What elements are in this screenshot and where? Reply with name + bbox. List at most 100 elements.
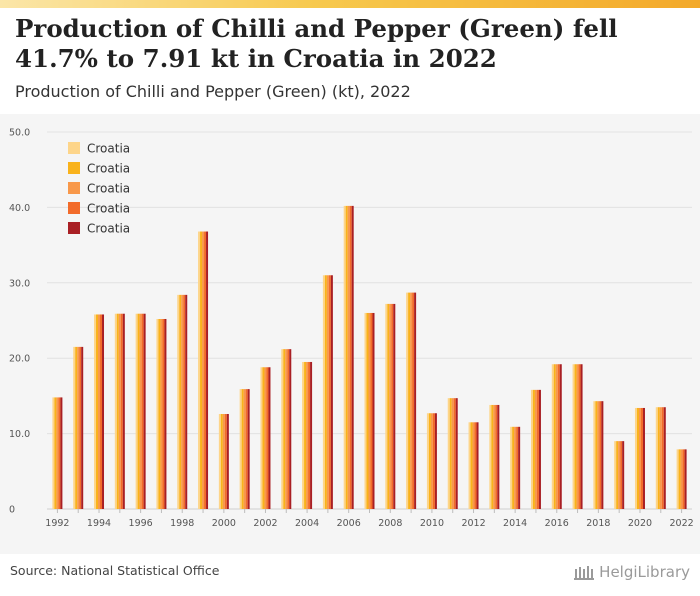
- bar: [179, 294, 182, 509]
- bar: [493, 404, 496, 509]
- bar: [98, 314, 101, 509]
- bar: [330, 275, 333, 509]
- x-tick-label: 2014: [503, 518, 527, 529]
- bar: [283, 349, 286, 509]
- bar: [56, 397, 59, 509]
- bar: [622, 441, 625, 509]
- y-tick-label: 40.0: [9, 203, 30, 214]
- bar: [370, 312, 373, 509]
- y-tick-label: 30.0: [9, 278, 30, 289]
- legend-label: Croatia: [87, 182, 130, 196]
- bar: [247, 389, 250, 509]
- bar: [326, 275, 329, 509]
- bar: [94, 314, 97, 509]
- x-tick-label: 1998: [170, 518, 194, 529]
- bar: [202, 231, 205, 509]
- legend-swatch: [68, 142, 80, 154]
- bar: [239, 389, 242, 509]
- bar: [328, 275, 331, 509]
- bar: [642, 407, 645, 509]
- bars: [52, 205, 687, 509]
- bar: [489, 404, 492, 509]
- y-tick-label: 0: [9, 505, 15, 516]
- bar: [426, 413, 429, 509]
- bar: [684, 449, 687, 509]
- bar: [285, 349, 288, 509]
- bar: [262, 367, 265, 509]
- bar-chart: 0 10.0 20.0 30.0 40.0 50.0 1992 1994 1996 1998 200…: [9, 128, 694, 530]
- bar: [141, 313, 144, 509]
- bar: [593, 401, 596, 509]
- bar: [310, 361, 313, 509]
- bar: [580, 364, 583, 509]
- bar: [306, 361, 309, 509]
- bar: [162, 318, 165, 509]
- y-tick-label: 50.0: [9, 128, 30, 139]
- bar: [663, 407, 666, 509]
- bar: [137, 313, 140, 509]
- bar: [58, 397, 61, 509]
- bar: [308, 361, 311, 509]
- legend-label: Croatia: [87, 202, 130, 216]
- bar: [347, 205, 350, 509]
- bar: [243, 389, 246, 509]
- bar: [114, 313, 117, 509]
- bar: [198, 231, 201, 509]
- bar: [512, 426, 515, 509]
- x-tick-label: 1996: [129, 518, 153, 529]
- bar: [349, 205, 352, 509]
- bar: [164, 318, 167, 509]
- bar: [428, 413, 431, 509]
- bar: [595, 401, 598, 509]
- legend-label: Croatia: [87, 222, 130, 236]
- legend-label: Croatia: [87, 162, 130, 176]
- bar: [576, 364, 579, 509]
- bar: [118, 313, 121, 509]
- chart-title: Production of Chilli and Pepper (Green) …: [15, 14, 618, 73]
- legend-swatch: [68, 222, 80, 234]
- bar: [77, 346, 80, 509]
- bar: [79, 346, 82, 509]
- x-tick-label: 2022: [670, 518, 694, 529]
- bar: [551, 364, 554, 509]
- bar: [678, 449, 681, 509]
- bar: [183, 294, 186, 509]
- bar: [406, 292, 409, 509]
- bar: [122, 313, 125, 509]
- bar: [220, 413, 223, 509]
- bar: [181, 294, 184, 509]
- bar: [510, 426, 513, 509]
- bar: [304, 361, 307, 509]
- brand-logo: HelgiLibrary: [573, 561, 690, 583]
- bar: [680, 449, 683, 509]
- bar: [54, 397, 57, 509]
- bar: [559, 364, 562, 509]
- bar: [408, 292, 411, 509]
- bar: [434, 413, 437, 509]
- legend: Croatia Croatia Croatia Croatia Croatia: [68, 142, 130, 236]
- bar: [470, 422, 473, 509]
- bar: [100, 314, 103, 509]
- bar: [206, 231, 209, 509]
- bar: [245, 389, 248, 509]
- bar: [120, 313, 123, 509]
- bar: [241, 389, 244, 509]
- bar: [322, 275, 325, 509]
- bar: [81, 346, 84, 509]
- bar: [156, 318, 159, 509]
- x-tick-label: 2008: [378, 518, 402, 529]
- bar: [430, 413, 433, 509]
- bar: [601, 401, 604, 509]
- bar: [387, 303, 390, 509]
- bar: [472, 422, 475, 509]
- legend-label: Croatia: [87, 142, 130, 156]
- bar: [618, 441, 621, 509]
- bar: [682, 449, 685, 509]
- bar: [599, 401, 602, 509]
- legend-swatch: [68, 202, 80, 214]
- bar: [634, 407, 637, 509]
- x-tick-label: 2010: [420, 518, 444, 529]
- bar: [636, 407, 639, 509]
- bar: [218, 413, 221, 509]
- bar: [474, 422, 477, 509]
